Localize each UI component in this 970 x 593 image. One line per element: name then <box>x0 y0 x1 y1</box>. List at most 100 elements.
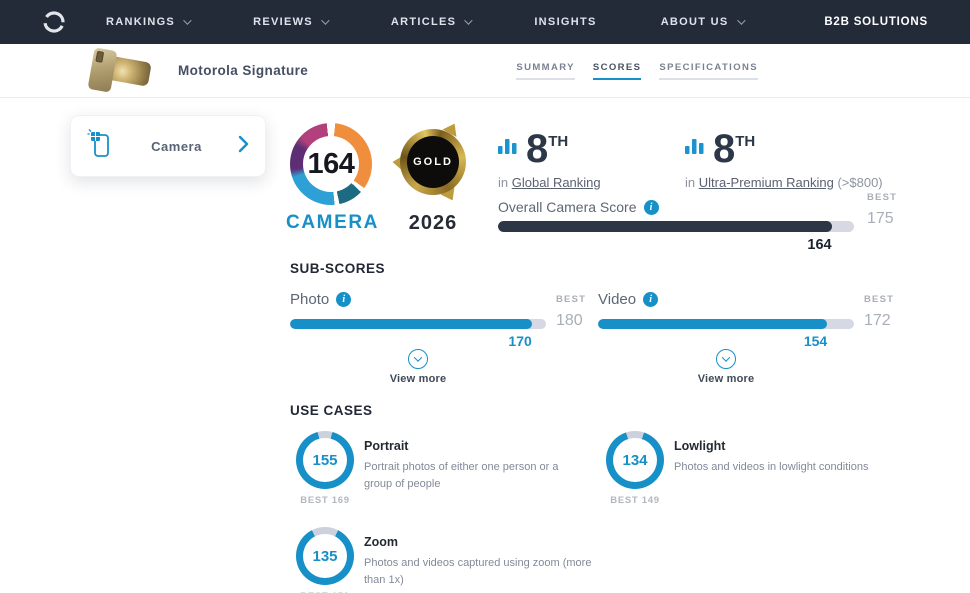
photo-label: Photo <box>290 291 330 308</box>
best-value: 175 <box>867 210 894 227</box>
rank-prefix: in <box>498 174 509 190</box>
photo-view-more-button[interactable]: View more <box>290 349 546 385</box>
zoom-title: Zoom <box>364 535 399 549</box>
tab-specifications[interactable]: SPECIFICATIONS <box>659 62 758 80</box>
nav-menu: RANKINGS REVIEWS ARTICLES INSIGHTS ABOUT… <box>106 16 746 28</box>
global-ranking-link[interactable]: Global Ranking <box>511 174 601 190</box>
video-best: BEST 172 <box>864 294 894 330</box>
zoom-best: BEST 159 <box>300 591 349 593</box>
nav-articles-label: ARTICLES <box>390 16 457 28</box>
scores-content: 164 CAMERA GOLD 2026 8 TH <box>286 115 930 593</box>
chevron-down-circle-icon <box>408 349 428 369</box>
award-year: 2026 <box>408 212 458 234</box>
best-label: BEST <box>867 192 898 203</box>
sidebar-camera-label: Camera <box>151 138 202 154</box>
usecase-lowlight: 134 BEST 149 Lowlight Photos and videos … <box>600 431 919 506</box>
photo-score-bar <box>290 319 546 329</box>
global-rank-ordinal: TH <box>548 133 569 150</box>
photo-score-value: 170 <box>508 333 532 349</box>
nav-articles[interactable]: ARTICLES <box>390 16 473 28</box>
view-more-label: View more <box>389 373 447 385</box>
video-subscore: Video i 154 BEST 172 View more <box>598 291 893 385</box>
overall-best: BEST 175 <box>867 192 897 228</box>
portrait-description: Portrait photos of either one person or … <box>364 461 559 491</box>
chevron-down-icon <box>183 16 192 25</box>
sidebar-camera-card[interactable]: Camera <box>70 115 266 177</box>
dxomark-logo-icon[interactable] <box>40 8 68 36</box>
nav-reviews-label: REVIEWS <box>253 16 313 28</box>
global-ranking: 8 TH in Global Ranking <box>498 129 601 190</box>
nav-rankings-label: RANKINGS <box>106 16 176 28</box>
product-header: Motorola Signature SUMMARY SCORES SPECIF… <box>0 44 970 98</box>
product-thumbnail <box>87 46 168 95</box>
ultra-premium-ranking: 8 TH in Ultra-Premium Ranking (>$800) <box>685 127 883 190</box>
gold-award-badge: GOLD <box>396 125 470 199</box>
top-nav: RANKINGS REVIEWS ARTICLES INSIGHTS ABOUT… <box>0 0 970 44</box>
ultra-premium-rank-value: 8 <box>713 127 736 171</box>
video-view-more-button[interactable]: View more <box>598 349 854 385</box>
zoom-description: Photos and videos captured using zoom (m… <box>364 557 592 587</box>
photo-best: BEST 180 <box>556 294 586 330</box>
ranking-bars-icon <box>498 136 518 159</box>
product-title: Motorola Signature <box>178 63 309 78</box>
nav-reviews[interactable]: REVIEWS <box>253 16 330 28</box>
rank-price-qualifier: (>$800) <box>837 174 883 190</box>
portrait-title: Portrait <box>364 439 409 453</box>
chevron-down-icon <box>464 16 473 25</box>
nav-about-us[interactable]: ABOUT US <box>660 16 746 28</box>
overall-score-fill <box>498 221 832 232</box>
chevron-down-icon <box>321 16 330 25</box>
product-tabs: SUMMARY SCORES SPECIFICATIONS <box>516 62 758 80</box>
usecase-portrait: 155 BEST 169 Portrait Portrait photos of… <box>290 431 579 506</box>
ultra-premium-rank-ordinal: TH <box>735 133 756 150</box>
nav-b2b-solutions[interactable]: B2B SOLUTIONS <box>824 16 928 28</box>
usecases-title: USE CASES <box>290 403 373 418</box>
info-icon[interactable]: i <box>336 292 352 307</box>
gold-award-label: GOLD <box>407 136 459 188</box>
chevron-down-circle-icon <box>716 349 736 369</box>
portrait-best: BEST 169 <box>300 495 350 506</box>
lowlight-best: BEST 149 <box>610 495 660 506</box>
camera-badge-label: CAMERA <box>286 212 379 233</box>
tab-scores[interactable]: SCORES <box>592 62 642 80</box>
camera-score-badge: 164 <box>290 123 372 205</box>
photo-subscore: Photo i 170 BEST 180 View more <box>290 291 585 385</box>
portrait-gauge: 155 <box>296 431 354 489</box>
video-score-value: 154 <box>803 333 828 349</box>
ultra-premium-ranking-link[interactable]: Ultra-Premium Ranking <box>698 174 834 190</box>
camera-score-value: 164 <box>303 136 359 192</box>
usecase-zoom: 135 BEST 159 Zoom Photos and videos capt… <box>290 527 609 593</box>
overall-score-bar <box>498 221 854 232</box>
lowlight-gauge: 134 <box>606 431 664 489</box>
best-label: BEST <box>556 294 587 305</box>
phone-back-image <box>87 46 118 93</box>
tab-summary[interactable]: SUMMARY <box>516 62 575 80</box>
photo-score-fill <box>290 319 532 329</box>
camera-phone-icon <box>85 128 115 165</box>
overall-score-value: 164 <box>807 237 832 253</box>
lowlight-title: Lowlight <box>674 439 726 453</box>
zoom-score-value: 135 <box>303 534 347 578</box>
nav-insights-label: INSIGHTS <box>534 16 597 28</box>
portrait-score-value: 155 <box>303 438 347 482</box>
video-label: Video <box>598 291 637 308</box>
overall-score-label: Overall Camera Score <box>498 199 637 215</box>
lowlight-score-value: 134 <box>613 438 657 482</box>
rank-prefix: in <box>685 174 696 190</box>
best-value: 180 <box>556 312 583 329</box>
chevron-down-icon <box>736 16 746 25</box>
subscores-title: SUB-SCORES <box>290 261 386 276</box>
best-label: BEST <box>864 294 895 305</box>
lowlight-description: Photos and videos in lowlight conditions <box>674 461 869 473</box>
view-more-label: View more <box>697 373 755 385</box>
nav-about-us-label: ABOUT US <box>660 16 729 28</box>
video-score-bar <box>598 319 854 329</box>
video-score-fill <box>598 319 828 329</box>
nav-insights[interactable]: INSIGHTS <box>534 16 596 28</box>
info-icon[interactable]: i <box>643 199 659 215</box>
info-icon[interactable]: i <box>643 292 659 307</box>
best-value: 172 <box>864 312 891 329</box>
chevron-right-icon <box>238 135 249 158</box>
nav-rankings[interactable]: RANKINGS <box>106 16 192 28</box>
